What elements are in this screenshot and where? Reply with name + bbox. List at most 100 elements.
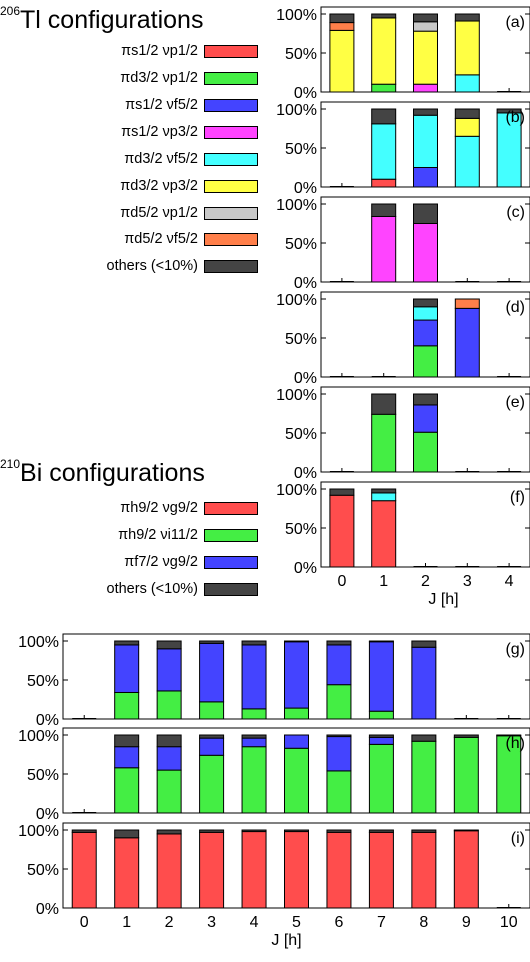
x-axis-label: J [h]	[271, 932, 301, 949]
legend-swatch	[204, 44, 258, 58]
x-tick-label: 6	[335, 914, 344, 931]
y-tick-label: 0%	[294, 275, 317, 292]
legend-swatch	[204, 232, 258, 246]
bar-segment-d5-2-p1-2-j2	[413, 21, 438, 32]
bar-segment-others-10-j2	[413, 298, 438, 308]
legend-item-label: πd5/2 νp1/2	[120, 205, 198, 221]
x-tick-label: 1	[122, 914, 131, 931]
y-tick-label: 50%	[27, 862, 59, 879]
legend-swatch	[204, 555, 258, 569]
panel-g: 0% 50% 100% (g)	[18, 633, 530, 729]
bar-segment-others-10-j6	[326, 829, 352, 833]
y-tick-label: 50%	[27, 673, 59, 690]
panel-label: (c)	[506, 204, 525, 221]
bar-segment-s1-2-p1-2-j1	[371, 178, 397, 188]
bar-segment-s1-2-p3-2-j2	[413, 223, 438, 283]
bar-segment-h9-2-i11-2-j5	[284, 707, 309, 720]
legend-item-bi-4: others (<10%)	[28, 581, 258, 597]
panel-label: (d)	[505, 299, 525, 316]
bar-segment-h9-2-i11-2-j7	[368, 743, 394, 814]
bar-segment-f7-2-g9-2-j7	[368, 736, 394, 745]
panel-f: 0% 50% 100% (f) 0 1 2 3 4 J [h]	[276, 481, 530, 608]
bar-segment-f7-2-g9-2-j1	[114, 644, 140, 693]
bar-segment-h9-2-i11-2-j2	[156, 769, 182, 814]
bar-segment-others-10-j2	[413, 13, 438, 23]
bar-segment-h9-2-i11-2-j6	[326, 684, 352, 720]
bar-segment-others-10-j10	[496, 734, 522, 737]
bar-segment-others-10-j2	[413, 108, 438, 116]
bar-segment-others-10-j2	[156, 640, 182, 650]
bar-segment-d3-2-p1-2-j2	[413, 431, 438, 473]
legend-item-label: πf7/2 νg9/2	[124, 554, 198, 570]
bar-segment-others-10-j8	[411, 734, 437, 742]
panel-e: 0% 50% 100% (e)	[276, 386, 530, 482]
bar-segment-f7-2-g9-2-j5	[284, 641, 309, 709]
legend-title-bi: 210Bi configurations	[0, 457, 205, 488]
bar-segment-h9-2-i11-2-j6	[326, 770, 352, 814]
bar-segment-h9-2-g9-2-j1	[114, 837, 140, 909]
legend-swatch	[204, 501, 258, 515]
bar-segment-d3-2-f5-2-j3	[454, 74, 480, 93]
bar-segment-others-10-j4	[496, 108, 522, 114]
bar-segment-others-10-j1	[371, 108, 397, 125]
bar-segment-others-10-j5	[284, 640, 309, 643]
bar-segment-s1-2-p3-2-j2	[413, 83, 438, 93]
y-tick-label: 100%	[276, 102, 317, 119]
bar-segment-d3-2-f5-2-j3	[454, 135, 480, 188]
bar-segment-f7-2-g9-2-j4	[241, 737, 267, 748]
y-tick-label: 0%	[294, 560, 317, 577]
bar-segment-f7-2-g9-2-j4	[241, 644, 267, 710]
bar-segment-d5-2-f5-2-j3	[454, 298, 480, 309]
bar-segment-others-10-j7	[368, 829, 394, 833]
bar-segment-others-10-j4	[241, 829, 267, 833]
x-tick-label: 5	[292, 914, 301, 931]
bar-segment-h9-2-g9-2-j8	[411, 831, 437, 909]
bar-segment-f7-2-g9-2-j6	[326, 736, 352, 772]
bar-segment-h9-2-g9-2-j2	[156, 833, 182, 909]
x-axis-label: J [h]	[428, 591, 458, 608]
y-tick-label: 0%	[294, 465, 317, 482]
bar-segment-f7-2-g9-2-j3	[199, 642, 225, 703]
y-tick-label: 0%	[36, 712, 59, 729]
bar-segment-others-10-j4	[241, 640, 267, 646]
y-tick-label: 0%	[294, 180, 317, 197]
legend-swatch	[204, 152, 258, 166]
bar-segment-others-10-j3	[199, 734, 225, 739]
legend-title-tl-superscript: 206	[0, 4, 21, 18]
y-tick-label: 100%	[276, 292, 317, 309]
bar-segment-h9-2-i11-2-j4	[241, 708, 267, 720]
bar-segment-f7-2-g9-2-j7	[368, 641, 394, 712]
bar-segment-h9-2-i11-2-j7	[368, 710, 394, 720]
legend-swatch	[204, 125, 258, 139]
bar-segment-s1-2-f5-2-j2	[413, 167, 438, 188]
y-tick-label: 100%	[18, 728, 59, 745]
bar-segment-h9-2-g9-2-j9	[453, 830, 479, 909]
panel-c: 0% 50% 100% (c)	[276, 196, 530, 292]
legend-item-tl-5: πd3/2 νf5/2	[28, 151, 258, 167]
bar-segment-h9-2-i11-2-j5	[284, 747, 309, 814]
y-tick-label: 50%	[285, 331, 317, 348]
bar-segment-others-10-j0	[329, 488, 355, 496]
bar-segment-s1-2-p1-2-j0	[329, 494, 355, 568]
x-tick-label: 3	[207, 914, 216, 931]
bar-segment-others-10-j1	[371, 203, 397, 217]
bar-segment-others-10-j4	[241, 734, 267, 739]
bar-segment-h9-2-i11-2-j1	[114, 767, 140, 814]
panel-b: 0% 50% 100% (b)	[276, 101, 530, 197]
legend-item-label: πd5/2 νf5/2	[124, 231, 198, 247]
y-tick-label: 100%	[18, 634, 59, 651]
bar-segment-h9-2-g9-2-j6	[326, 831, 352, 909]
panel-label: (b)	[505, 109, 525, 126]
bar-segment-f7-2-g9-2-j1	[114, 746, 140, 769]
x-tick-label: 4	[505, 573, 514, 590]
x-tick-label: 7	[377, 914, 386, 931]
legend-title-tl-text: Tl configurations	[20, 6, 204, 34]
legend-item-tl-8: πd5/2 νf5/2	[28, 231, 258, 247]
bar-segment-d3-2-p1-2-j2	[413, 345, 438, 378]
y-tick-label: 0%	[36, 806, 59, 823]
bar-segment-h9-2-g9-2-j4	[241, 831, 267, 909]
panel-label: (f)	[510, 489, 525, 506]
legend-swatch	[204, 259, 258, 273]
bar-segment-others-10-j2	[156, 734, 182, 748]
legend-item-bi-1: πh9/2 νg9/2	[28, 500, 258, 516]
